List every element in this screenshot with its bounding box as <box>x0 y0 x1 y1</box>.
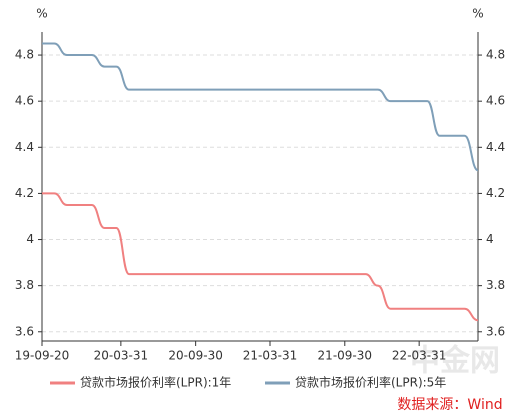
y-tick-label: 4.4 <box>15 140 34 154</box>
x-tick-label: 21-09-30 <box>318 349 372 363</box>
y2-tick-label: 4.6 <box>486 94 505 108</box>
series-line <box>41 42 479 172</box>
series-line <box>42 192 479 322</box>
x-tick-label: 20-03-31 <box>94 349 148 363</box>
x-tick-label: 19-09-20 <box>15 349 69 363</box>
y2-tick-label: 4 <box>486 232 494 246</box>
y-tick-label: 4.6 <box>15 94 34 108</box>
y-tick-label: 3.8 <box>15 278 34 292</box>
y-tick-label: 4.2 <box>15 186 34 200</box>
legend-label: 贷款市场报价利率(LPR):1年 <box>80 375 231 390</box>
watermark: 中金网 <box>410 344 500 379</box>
y2-tick-label: 3.6 <box>486 324 505 338</box>
y-tick-label: 3.6 <box>15 324 34 338</box>
y2-tick-label: 4.4 <box>486 140 505 154</box>
source: 数据来源：Wind <box>397 397 502 413</box>
x-tick-label: 22-03-31 <box>392 349 446 363</box>
right-unit: % <box>472 7 483 21</box>
y2-tick-label: 4.8 <box>486 48 505 62</box>
y-tick-label: 4 <box>26 232 34 246</box>
legend-label: 贷款市场报价利率(LPR):5年 <box>295 375 446 390</box>
y-tick-label: 4.8 <box>15 48 34 62</box>
y2-tick-label: 4.2 <box>486 186 505 200</box>
y2-tick-label: 3.8 <box>486 278 505 292</box>
x-tick-label: 21-03-31 <box>243 349 297 363</box>
left-unit: % <box>36 7 47 21</box>
x-tick-label: 20-09-30 <box>168 349 222 363</box>
